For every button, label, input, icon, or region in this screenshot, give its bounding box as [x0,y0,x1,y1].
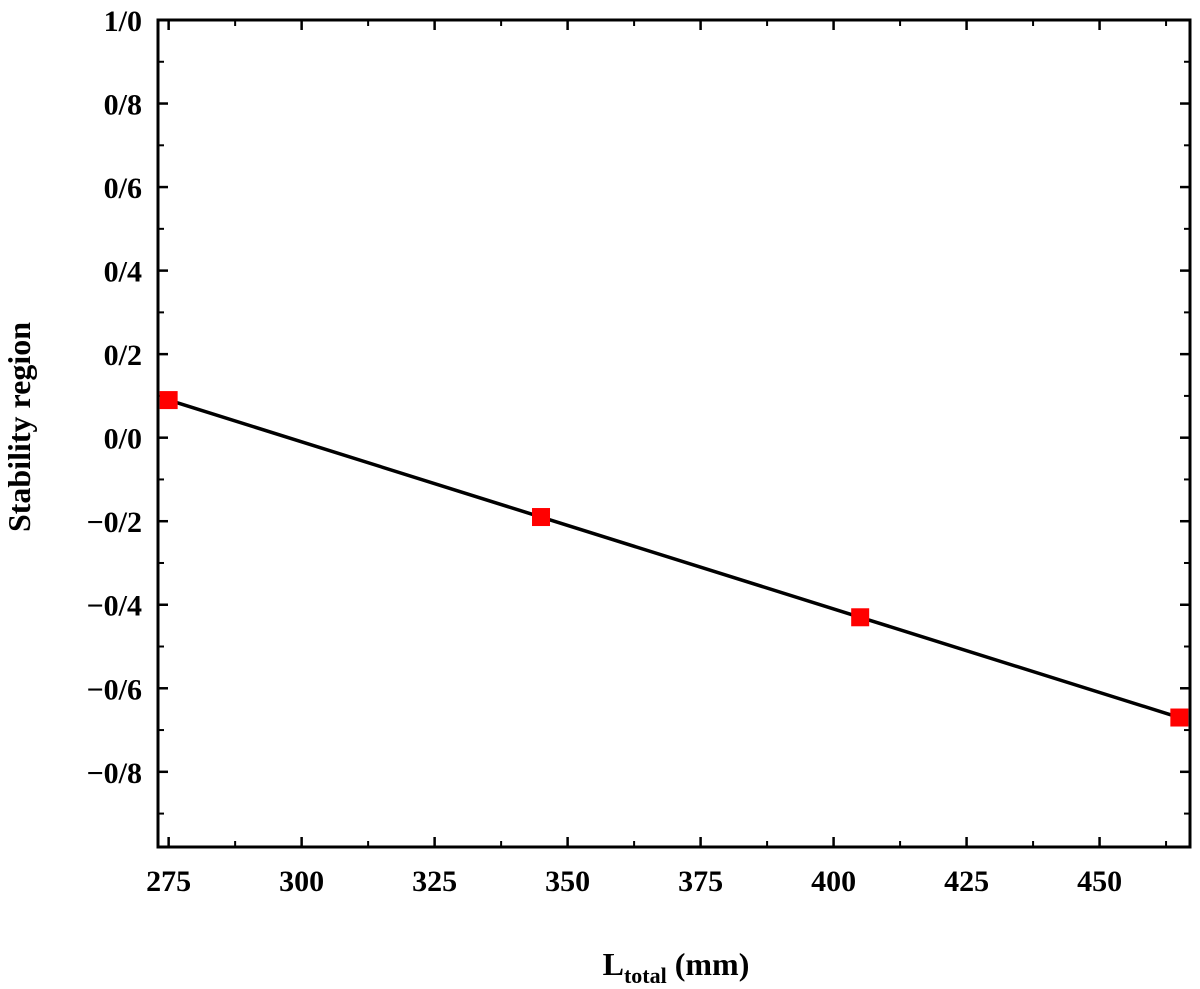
x-axis-title: Ltotal (mm) [603,946,750,988]
y-tick-label: 0/4 [104,256,142,289]
x-tick-labels: 275 300 325 350 375 400 425 450 [146,865,1122,898]
y-tick-label: −0/8 [87,757,142,790]
x-tick-label: 275 [146,865,191,898]
x-tick-label: 400 [811,865,856,898]
y-tick-labels: 1/0 0/8 0/6 0/4 0/2 0/0 −0/2 −0/4 −0/6 −0/8 [87,5,142,790]
y-tick-label: 0/0 [104,423,142,456]
x-tick-label: 350 [545,865,590,898]
data-point-marker [851,608,870,627]
x-axis-title-main: L [603,946,624,982]
x-tick-label: 300 [279,865,324,898]
y-axis-title: Stability region [1,322,37,532]
data-point-marker [159,391,178,410]
y-tick-label: 0/6 [104,172,142,205]
x-tick-label: 450 [1077,865,1122,898]
y-tick-label: 0/8 [104,89,142,122]
x-axis-title-subscript: total [624,963,667,988]
y-tick-label: −0/6 [87,673,142,706]
plot-border [156,18,1192,849]
series-line [168,398,1180,720]
x-tick-label: 375 [678,865,723,898]
y-tick-label: 0/2 [104,339,142,372]
y-tick-label: −0/2 [87,506,142,539]
series-layer [159,391,1189,727]
x-tick-label: 325 [412,865,457,898]
x-tick-label: 425 [944,865,989,898]
y-tick-label: 1/0 [104,5,142,38]
data-point-marker [532,508,551,527]
data-point-marker [1170,708,1189,727]
x-axis-title-unit: (mm) [667,946,750,982]
y-tick-label: −0/4 [87,590,142,623]
axis-ticks [158,18,1190,847]
plot-frame [156,18,1192,849]
